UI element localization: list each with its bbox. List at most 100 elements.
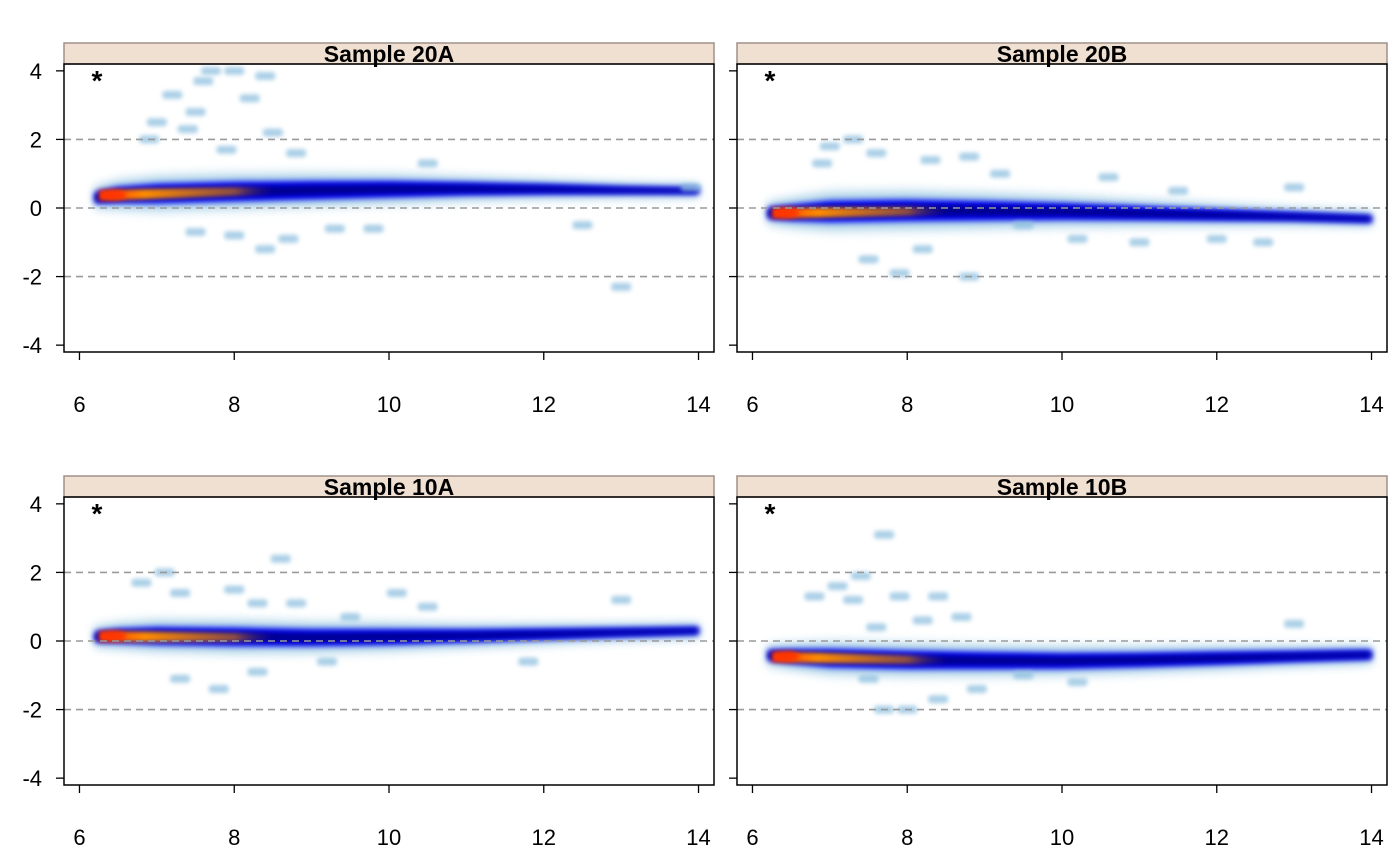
x-tick-label: 8 [228, 392, 240, 417]
outlier-point-16 [224, 231, 245, 240]
outlier-point-7 [928, 592, 949, 601]
x-tick-label: 14 [686, 825, 710, 850]
outlier-point-5 [920, 156, 941, 164]
outlier-point-12 [216, 145, 237, 154]
outlier-point-4 [804, 592, 825, 601]
panel-marker: * [92, 498, 103, 529]
outlier-point-11 [858, 255, 879, 264]
x-tick-label: 12 [1205, 825, 1229, 850]
outlier-point-20 [363, 224, 384, 233]
x-tick-label: 14 [1359, 392, 1383, 417]
panel-2: Sample 20B * 6 8 10 12 14 [729, 41, 1388, 417]
outlier-point-6 [889, 592, 910, 601]
outlier-point-18 [278, 234, 299, 243]
outlier-point-6 [247, 599, 268, 608]
plot-area [768, 530, 1372, 714]
outlier-point-9 [262, 128, 283, 137]
y-tick-label: -4 [22, 766, 42, 791]
outlier-point-4 [201, 66, 222, 75]
outlier-point-17 [1129, 238, 1150, 247]
outlier-point-5 [270, 554, 291, 563]
y-tick-label: 2 [30, 560, 42, 585]
outlier-point-12 [170, 674, 191, 683]
outlier-point-13 [208, 685, 229, 693]
density-peak [98, 186, 281, 201]
x-tick-label: 8 [901, 392, 913, 417]
y-tick-label: 4 [30, 492, 42, 517]
plot-area [768, 135, 1372, 281]
panel-marker: * [765, 65, 776, 96]
density-peak [98, 630, 281, 642]
outlier-point-4 [812, 159, 833, 168]
y-tick-label: 4 [30, 59, 42, 84]
outlier-point-12 [889, 269, 910, 278]
outlier-point-6 [193, 77, 214, 86]
outlier-point-11 [177, 125, 198, 134]
outlier-point-2 [131, 578, 152, 587]
x-tick-label: 6 [746, 392, 758, 417]
outlier-point-2 [850, 571, 871, 580]
density-peak [771, 651, 954, 665]
outlier-point-3 [866, 149, 887, 158]
x-tick-label: 12 [532, 392, 556, 417]
outlier-point-15 [966, 685, 987, 693]
density-max [102, 630, 127, 641]
panel-1: Sample 20A * 6 8 10 12 14 -4 -2 0 2 4 [22, 41, 715, 417]
outlier-point-16 [1067, 234, 1088, 243]
outlier-point-9 [386, 589, 407, 597]
x-tick-label: 8 [228, 825, 240, 850]
y-tick-label: -2 [22, 265, 42, 290]
y-tick-label: 0 [30, 629, 42, 654]
y-tick-label: 2 [30, 127, 42, 152]
density-max [775, 207, 800, 218]
outlier-point-14 [247, 667, 268, 676]
plot-area [95, 66, 701, 291]
x-tick-label: 12 [1205, 392, 1229, 417]
panel-marker: * [92, 65, 103, 96]
outlier-point-5 [224, 66, 245, 75]
density-max [775, 651, 800, 662]
outlier-point-16 [518, 657, 539, 666]
outlier-point-1 [162, 90, 183, 99]
y-tick-label: 0 [30, 196, 42, 221]
outlier-point-10 [1284, 183, 1305, 192]
panel-title: Sample 10B [997, 474, 1127, 500]
outlier-point-9 [1168, 186, 1189, 195]
outlier-point-17 [1013, 671, 1034, 680]
outlier-point-10 [417, 602, 438, 611]
outlier-point-1 [819, 142, 840, 151]
outlier-point-19 [1253, 238, 1274, 247]
outlier-point-22 [611, 282, 632, 291]
outlier-point-18 [1067, 678, 1088, 687]
outlier-point-7 [990, 169, 1011, 178]
outlier-point-15 [317, 657, 338, 666]
outlier-point-14 [928, 695, 949, 704]
panel-marker: * [765, 498, 776, 529]
panel-title: Sample 10A [324, 474, 454, 500]
x-tick-label: 6 [746, 825, 758, 850]
outlier-point-8 [255, 72, 276, 80]
outlier-point-2 [185, 108, 206, 116]
panel-title: Sample 20A [324, 41, 454, 67]
x-tick-label: 12 [532, 825, 556, 850]
outlier-point-19 [324, 224, 345, 233]
y-tick-label: -2 [22, 698, 42, 723]
outlier-point-10 [866, 623, 887, 632]
outlier-point-5 [843, 595, 864, 604]
outlier-point-3 [146, 118, 167, 127]
x-tick-label: 10 [377, 825, 401, 850]
outlier-point-3 [827, 582, 848, 591]
x-tick-label: 10 [1050, 825, 1074, 850]
outlier-point-8 [1098, 173, 1119, 182]
outlier-point-7 [239, 94, 260, 103]
x-tick-label: 8 [901, 825, 913, 850]
outlier-point-23 [680, 183, 701, 192]
outlier-point-16 [858, 674, 879, 683]
panel-title: Sample 20B [997, 41, 1127, 67]
outlier-point-9 [912, 616, 933, 625]
x-tick-label: 10 [1050, 392, 1074, 417]
x-tick-label: 10 [377, 392, 401, 417]
outlier-point-15 [1013, 221, 1034, 230]
outlier-point-21 [572, 221, 593, 230]
